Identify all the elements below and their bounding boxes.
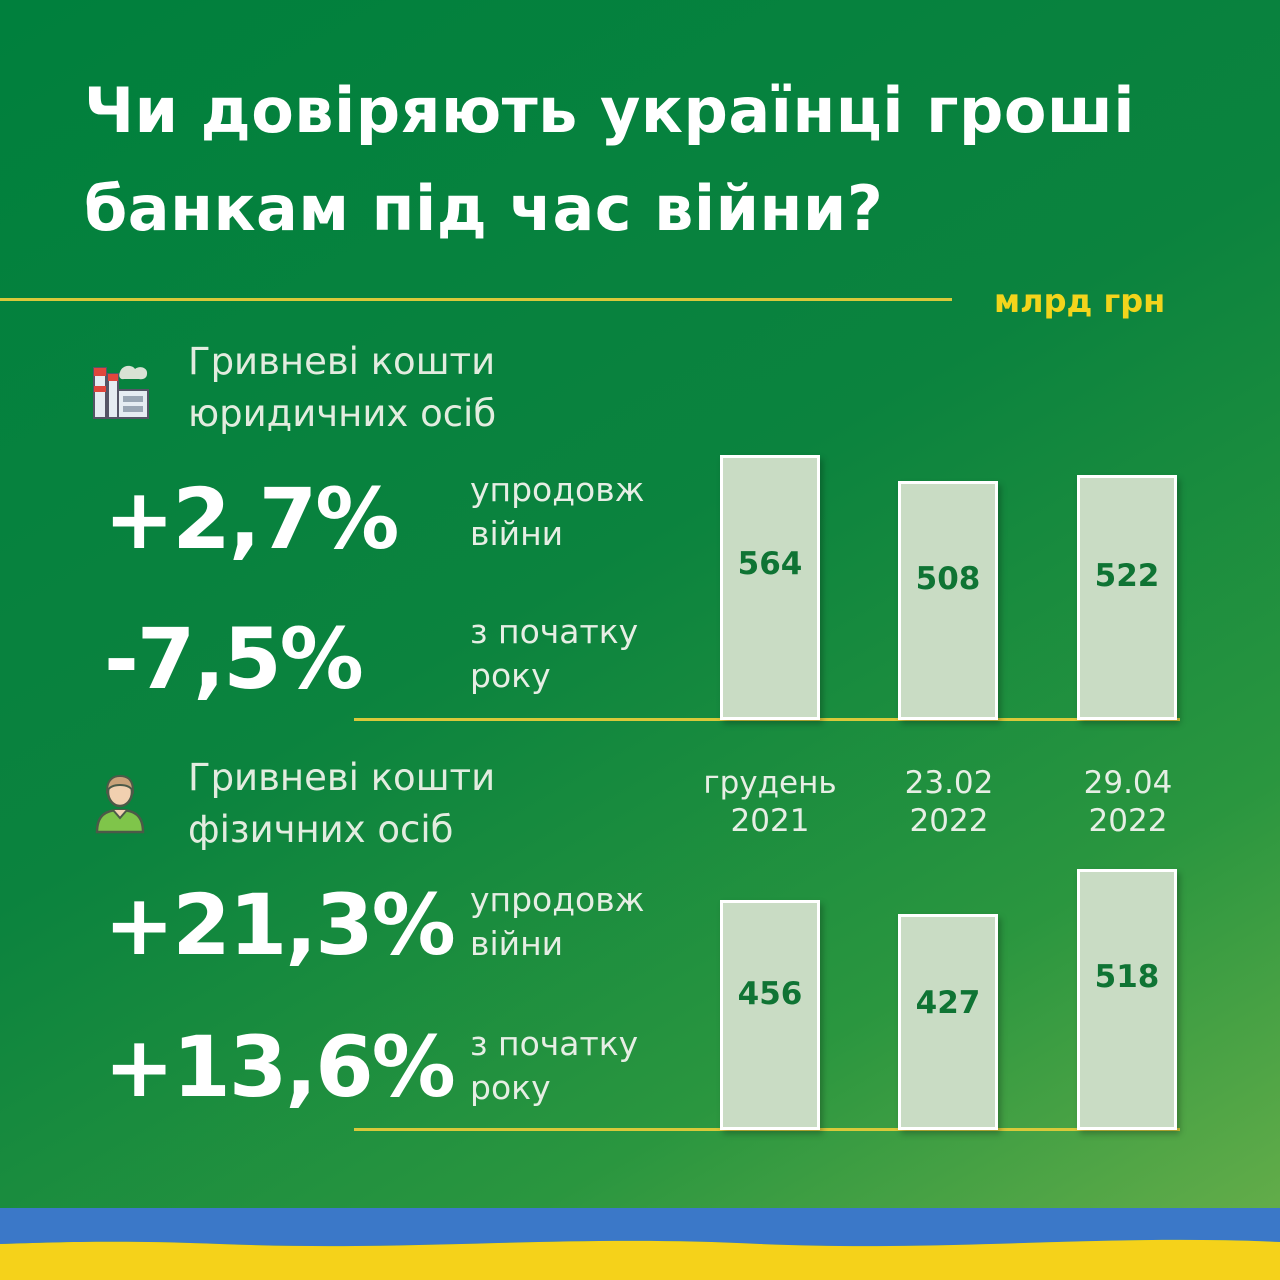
chart-1-bar-1 [720, 455, 820, 720]
chart-2-bar-2-value: 427 [915, 984, 981, 1021]
category-label-1-line-1: грудень [703, 765, 837, 801]
title-line-2: банкам під час війни? [84, 172, 884, 245]
category-label-2: 23.02 2022 [859, 764, 1039, 840]
chart-2-bar-3 [1077, 869, 1177, 1130]
section-2-stat-war-label: упродовж війни [470, 878, 644, 966]
section-2-label-line-2: фізичних осіб [188, 808, 454, 851]
section-2-label: Гривневі кошти фізичних осіб [188, 752, 495, 856]
person-icon [95, 774, 145, 834]
chart-2-bar-1 [720, 899, 820, 1130]
category-label-3-line-1: 29.04 [1083, 765, 1173, 801]
section-1-stat-ytd-label-line-1: з початку [470, 612, 639, 651]
section-1-label-line-2: юридичних осіб [188, 392, 497, 435]
chart-2-bar-1-value: 456 [737, 976, 803, 1013]
page-title: Чи довіряють українці гроші банкам під ч… [84, 62, 1184, 258]
section-1-label-line-1: Гривневі кошти [188, 340, 496, 383]
section-2-stat-war-label-line-1: упродовж [470, 880, 645, 919]
section-1-stat-ytd-label-line-2: року [470, 656, 551, 695]
chart-1-bar-1-value: 564 [737, 546, 803, 583]
section-2-stat-ytd-label-line-2: року [470, 1068, 551, 1107]
category-label-1-line-2: 2021 [730, 803, 810, 839]
section-1-stat-war-label: упродовж війни [470, 468, 644, 556]
section-2-stat-ytd-label-line-1: з початку [470, 1024, 639, 1063]
category-label-3-line-2: 2022 [1088, 803, 1168, 839]
section-2-stat-war-label-line-2: війни [470, 924, 564, 963]
chart-2-bar-2 [898, 914, 998, 1130]
factory-icon [93, 365, 149, 419]
section-2-label-line-1: Гривневі кошти [188, 756, 496, 799]
chart-1-bar-2 [898, 481, 998, 720]
chart-1-bar-3 [1077, 474, 1177, 720]
category-label-3: 29.04 2022 [1038, 764, 1218, 840]
section-1-label: Гривневі кошти юридичних осіб [188, 336, 496, 440]
ukraine-flag-ribbon [0, 1208, 1280, 1280]
category-label-2-line-1: 23.02 [904, 765, 994, 801]
chart-1-bar-3-value: 522 [1094, 557, 1160, 594]
chart-1-bar-2-value: 508 [915, 561, 981, 598]
section-2-stat-war: +21,3% [104, 876, 456, 974]
category-label-1: грудень 2021 [680, 764, 860, 840]
category-label-2-line-2: 2022 [909, 803, 989, 839]
section-2-stat-ytd-label: з початку року [470, 1022, 638, 1110]
section-2-stat-ytd: +13,6% [104, 1018, 456, 1116]
title-line-1: Чи довіряють українці гроші [84, 74, 1136, 147]
chart-2-bar-3-value: 518 [1094, 958, 1160, 995]
section-1-stat-ytd-label: з початку року [470, 610, 638, 698]
section-1-stat-war-label-line-2: війни [470, 514, 564, 553]
section-1-stat-war: +2,7% [104, 470, 399, 568]
section-1-stat-ytd: -7,5% [104, 610, 364, 708]
header-divider [0, 298, 952, 301]
unit-label: млрд грн [994, 282, 1166, 320]
section-1-stat-war-label-line-1: упродовж [470, 470, 645, 509]
